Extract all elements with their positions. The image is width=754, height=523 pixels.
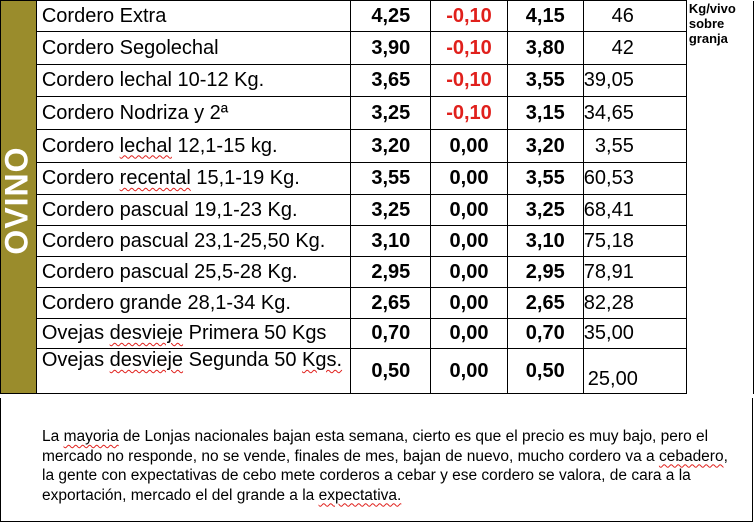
section-label-cell: OVINO xyxy=(0,0,37,394)
price-table: OVINO Cordero Extra 4,25 -0,10 4,15 46 Kg/vivo… xyxy=(0,0,754,394)
table-row: Cordero pascual 19,1-23 Kg. 3,25 0,00 3,25 6… xyxy=(1,194,754,226)
price-cell: 4,25 xyxy=(350,0,432,32)
new-price-cell: 3,80 xyxy=(506,31,584,65)
product-name: Ovejas desvieje Segunda 50 Kgs. xyxy=(35,348,352,394)
price-cell: 3,55 xyxy=(350,162,432,195)
price-change-cell: 0,00 xyxy=(430,194,508,226)
weight-cell: 46 xyxy=(582,0,687,32)
price-change-cell: 0,00 xyxy=(430,129,508,163)
price-table-body: OVINO Cordero Extra 4,25 -0,10 4,15 46 Kg/vivo… xyxy=(0,0,754,394)
price-cell: 3,10 xyxy=(350,225,432,257)
price-cell: 0,70 xyxy=(350,318,432,349)
price-cell: 3,25 xyxy=(350,194,432,226)
weight-cell: 68,41 xyxy=(582,194,687,226)
product-name: Cordero pascual 19,1-23 Kg. xyxy=(35,194,352,226)
table-row: Ovejas desvieje Segunda 50 Kgs. 0,50 0,00 0… xyxy=(1,348,754,394)
product-name: Cordero pascual 25,5-28 Kg. xyxy=(35,256,352,288)
table-row: Cordero pascual 25,5-28 Kg. 2,95 0,00 2,95 7… xyxy=(1,256,754,288)
weight-cell: 75,18 xyxy=(582,225,687,257)
unit-note-line: granja xyxy=(688,30,728,46)
price-cell: 2,95 xyxy=(350,256,432,288)
product-name: Cordero recental 15,1-19 Kg. xyxy=(35,162,352,195)
new-price-cell: 3,55 xyxy=(506,162,584,195)
table-row: Cordero lechal 12,1-15 kg. 3,20 0,00 3,20 3,… xyxy=(1,129,754,163)
weight-cell: 35,00 xyxy=(582,318,687,349)
price-cell: 3,25 xyxy=(350,96,432,130)
table-row: Cordero pascual 23,1-25,50 Kg. 3,10 0,00 3,… xyxy=(1,225,754,257)
price-change-cell: -0,10 xyxy=(430,0,508,32)
market-note: La mayoria de Lonjas nacionales bajan es… xyxy=(42,428,728,504)
note-box xyxy=(0,398,753,522)
table-row: Cordero grande 28,1-34 Kg. 2,65 0,00 2,65 82… xyxy=(1,287,754,319)
product-name: Ovejas desvieje Primera 50 Kgs xyxy=(35,318,352,349)
weight-cell: 25,00 xyxy=(582,348,687,394)
product-name: Cordero lechal 12,1-15 kg. xyxy=(35,129,352,163)
weight-cell: 42 xyxy=(582,31,687,65)
new-price-cell: 4,15 xyxy=(506,0,584,32)
price-cell: 3,65 xyxy=(350,64,432,97)
weight-cell: 3,55 xyxy=(582,129,687,163)
table-row: Cordero lechal 10-12 Kg. 3,65 -0,10 3,55 39,… xyxy=(1,64,754,97)
new-price-cell: 0,50 xyxy=(506,348,584,394)
section-label: OVINO xyxy=(0,146,35,255)
price-cell: 3,90 xyxy=(350,31,432,65)
table-row: OVINO Cordero Extra 4,25 -0,10 4,15 46 Kg/vivo… xyxy=(0,0,754,394)
weight-cell: 39,05 xyxy=(582,64,687,97)
table-row: Ovejas desvieje Primera 50 Kgs 0,70 0,00 0,… xyxy=(1,318,754,349)
price-cell: 3,20 xyxy=(350,129,432,163)
price-change-cell: -0,10 xyxy=(430,64,508,97)
price-cell: 2,65 xyxy=(350,287,432,319)
weight-cell: 60,53 xyxy=(582,162,687,195)
table-row: Cordero Nodriza y 2ª 3,25 -0,10 3,15 34,65 xyxy=(1,96,754,130)
price-change-cell: 0,00 xyxy=(430,256,508,288)
new-price-cell: 3,15 xyxy=(506,96,584,130)
price-change-cell: 0,00 xyxy=(430,287,508,319)
new-price-cell: 3,10 xyxy=(506,225,584,257)
new-price-cell: 2,95 xyxy=(506,256,584,288)
product-name: Cordero lechal 10-12 Kg. xyxy=(35,64,352,97)
product-name: Cordero Nodriza y 2ª xyxy=(35,96,352,130)
weight-cell: 34,65 xyxy=(582,96,687,130)
new-price-cell: 3,55 xyxy=(506,64,584,97)
product-name: Cordero Extra xyxy=(35,0,352,32)
product-name: Cordero pascual 23,1-25,50 Kg. xyxy=(35,225,352,257)
price-change-cell: 0,00 xyxy=(430,318,508,349)
table-row: Cordero recental 15,1-19 Kg. 3,55 0,00 3,55… xyxy=(1,162,754,195)
price-change-cell: 0,00 xyxy=(430,225,508,257)
new-price-cell: 0,70 xyxy=(506,318,584,349)
new-price-cell: 2,65 xyxy=(506,287,584,319)
weight-cell: 82,28 xyxy=(582,287,687,319)
product-name: Cordero Segolechal xyxy=(35,31,352,65)
price-cell: 0,50 xyxy=(350,348,432,394)
new-price-cell: 3,25 xyxy=(506,194,584,226)
unit-note-line: sobre xyxy=(688,15,725,31)
price-change-cell: 0,00 xyxy=(430,348,508,394)
price-change-cell: 0,00 xyxy=(430,162,508,195)
price-change-cell: -0,10 xyxy=(430,31,508,65)
weight-cell: 78,91 xyxy=(582,256,687,288)
unit-note-line: Kg/vivo xyxy=(688,0,736,16)
new-price-cell: 3,20 xyxy=(506,129,584,163)
table-row: Cordero Segolechal 3,90 -0,10 3,80 42 xyxy=(1,31,754,65)
price-change-cell: -0,10 xyxy=(430,96,508,130)
unit-note-cell: Kg/vivo sobre granja xyxy=(685,0,754,394)
product-name: Cordero grande 28,1-34 Kg. xyxy=(35,287,352,319)
